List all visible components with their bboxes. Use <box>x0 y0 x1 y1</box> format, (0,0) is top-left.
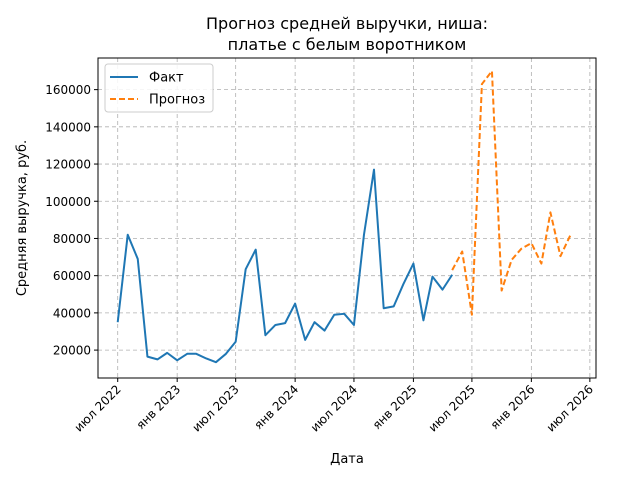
y-tick-label: 120000 <box>45 158 91 172</box>
legend-label-forecast: Прогноз <box>149 93 205 108</box>
legend: Факт Прогноз <box>104 63 214 113</box>
y-tick-label: 80000 <box>53 232 91 246</box>
series-lines <box>116 70 572 364</box>
x-axis-label: Дата <box>330 452 364 467</box>
y-axis-label: Средняя выручка, руб. <box>15 140 30 296</box>
series-line-forecast <box>451 70 572 316</box>
plot-frame <box>97 57 597 379</box>
y-axis-ticks: 20000 40000 60000 80000 100000 120000 140000 16… <box>45 83 98 358</box>
y-tick-label: 20000 <box>53 344 91 358</box>
chart-title-line-2: платье с белым воротником <box>228 35 467 54</box>
y-tick-label: 100000 <box>45 195 91 209</box>
chart-title-line-1: Прогноз средней выручки, ниша: <box>206 14 488 33</box>
y-tick-label: 160000 <box>45 83 91 97</box>
y-tick-label: 60000 <box>53 269 91 283</box>
legend-label-fact: Факт <box>149 71 184 86</box>
y-tick-label: 140000 <box>45 120 91 134</box>
y-tick-label: 40000 <box>53 306 91 320</box>
series-line-fact <box>116 168 454 364</box>
